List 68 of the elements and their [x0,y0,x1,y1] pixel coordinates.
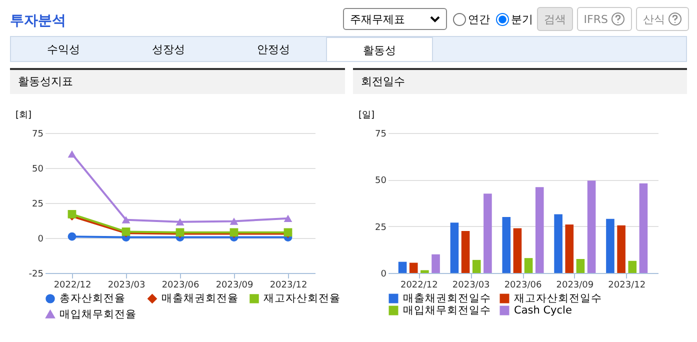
text: 수익성 [46,42,81,58]
point [68,150,76,158]
bar [472,260,481,273]
y-tick-label: 50 [32,164,44,174]
bar [524,258,533,273]
chart-title: 회전일수 [353,70,687,94]
x-tick-label: 2023/12 [608,280,646,290]
x-tick-label: 2023/09 [556,280,594,290]
y-tick-label: 25 [32,200,44,210]
legend-label: 총자산회전율 [60,292,126,305]
text: 연간 [466,12,490,26]
point [176,218,184,226]
legend-label: 재고자산회전일수 [514,292,602,304]
bar [554,214,562,273]
text: 활동성 [326,37,433,61]
bar [565,224,574,273]
button[interactable]: 검색 [536,7,573,31]
bar [502,217,511,273]
bar [450,222,459,273]
text: 성장성 [151,42,186,58]
point [68,232,76,241]
bar [587,180,596,273]
bar [461,231,470,273]
y-tick-label: 0 [380,270,387,280]
bar [420,270,429,273]
button[interactable]: 산식 [636,7,689,31]
point [230,218,238,225]
y-tick-label: 0 [38,234,44,244]
x-tick-label: 2023/06 [162,280,200,290]
text: 안정성 [256,42,291,58]
y-axis-title: [일] [358,110,375,120]
button[interactable]: IFRS [576,7,632,31]
legend-label: 매출채권회전율 [162,292,238,305]
point [122,216,130,224]
y-tick-label: -25 [28,270,44,280]
x-tick-label: 2023/09 [216,280,254,290]
legend-label: 재고자산회전율 [264,292,340,305]
bar [484,194,492,273]
legend-label: 매입채무회전일수 [403,304,491,316]
bar [409,262,418,273]
bar [576,259,585,273]
text: 분기 [510,12,533,26]
point [284,214,292,222]
bar [513,228,522,273]
y-tick-label: 25 [375,222,386,233]
bar [617,225,626,273]
bar [639,183,648,273]
legend-label: Cash Cycle [514,304,572,316]
x-tick-label: 2023/06 [504,280,542,290]
legend-label: 매출채권회전일수 [403,292,491,304]
y-axis-title: [회] [16,110,32,120]
x-tick-label: 2022/12 [54,280,92,290]
legend-label: 매입채무회전율 [60,308,136,320]
bar [398,262,407,273]
bar [628,260,637,273]
dropdown[interactable]: 주재무제표 [342,8,447,30]
bar [535,187,544,273]
x-tick-label: 2023/03 [108,280,146,290]
y-tick-label: 75 [32,130,44,140]
bar [606,218,614,273]
y-tick-label: 75 [375,130,386,140]
text: 투자분석 [10,12,66,30]
x-tick-label: 2023/12 [270,280,308,290]
x-tick-label: 2023/03 [452,280,490,290]
bar [432,254,440,273]
x-tick-label: 2022/12 [400,280,438,290]
chart-title: 활동성지표 [10,70,345,94]
y-tick-label: 50 [375,176,387,186]
